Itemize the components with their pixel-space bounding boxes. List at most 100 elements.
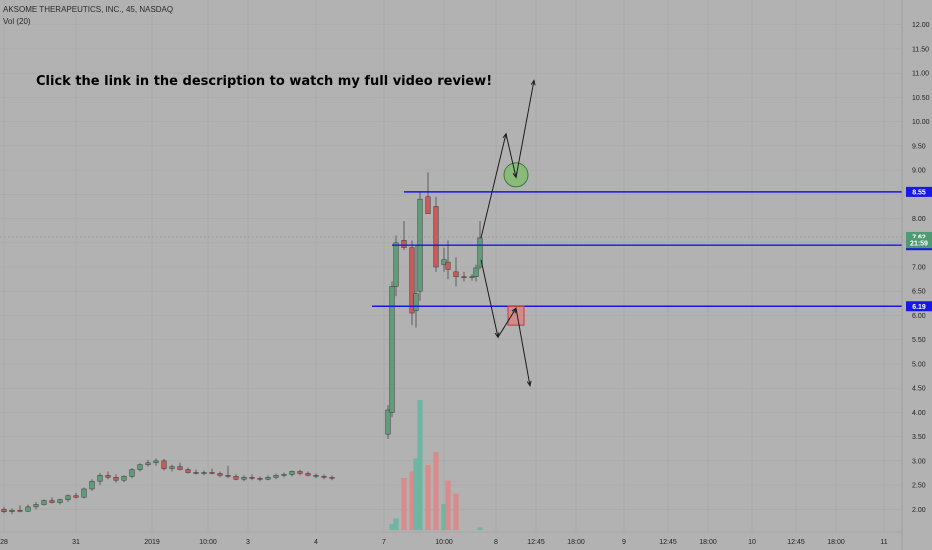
candle-body [425, 196, 431, 214]
candle-body [113, 477, 119, 481]
x-tick-label: 9 [622, 539, 626, 546]
candle-body [385, 409, 391, 435]
x-tick-label: 10:00 [199, 539, 217, 546]
last-price-badge [906, 231, 932, 242]
candle-body [233, 476, 239, 480]
last-price-label: 7.62 [912, 234, 926, 241]
level-price-label: 8.55 [912, 189, 926, 196]
y-tick-label: 5.00 [912, 361, 926, 368]
y-tick-label: 5.50 [912, 337, 926, 344]
candle [217, 471, 223, 478]
y-tick-label: 3.00 [912, 458, 926, 465]
candle-body [257, 478, 263, 480]
price-axis: 12.0011.5011.0010.5010.009.509.008.508.0… [901, 0, 932, 550]
x-tick-label: 3 [246, 539, 250, 546]
x-tick-label: 10 [748, 539, 756, 546]
candle-body [241, 477, 247, 480]
volume-bar [433, 452, 439, 530]
candle [89, 479, 95, 491]
volume-bars [389, 400, 483, 530]
candle-body [169, 466, 175, 469]
candle [241, 475, 247, 482]
candle [97, 472, 103, 486]
candle-body [121, 476, 127, 481]
candle [17, 505, 23, 513]
drawings [480, 79, 536, 387]
projection-arrow [480, 259, 499, 338]
candle [193, 469, 199, 475]
candle-body [17, 510, 23, 512]
candle [297, 469, 303, 476]
y-tick-label: 10.50 [912, 95, 930, 102]
candle-body [321, 476, 327, 478]
volume-bar [413, 458, 419, 530]
volume-bar [453, 493, 459, 530]
y-tick-label: 12.00 [912, 22, 930, 29]
candle-body [41, 500, 47, 505]
candle-body [33, 504, 39, 508]
candle [81, 487, 87, 499]
candle-body [81, 488, 87, 498]
candle-body [469, 276, 475, 278]
x-tick-label: 12:45 [659, 539, 677, 546]
candle-body [9, 510, 15, 512]
x-tick-label: 18:00 [567, 539, 585, 546]
candle-body [209, 472, 215, 474]
level-price-badge [906, 186, 932, 197]
candle [161, 458, 167, 471]
candle [385, 405, 391, 440]
volume-bar [417, 400, 423, 530]
candle [185, 467, 191, 474]
x-tick-label: 2019 [144, 539, 160, 546]
candle-body [145, 462, 151, 465]
candle-body [313, 475, 319, 477]
candle [417, 191, 423, 301]
candle-body [225, 475, 231, 477]
candle [281, 472, 287, 478]
candle-body [413, 293, 419, 311]
x-tick-label: 10:00 [435, 539, 453, 546]
candle-body [329, 477, 335, 479]
candle-body [401, 240, 407, 248]
y-tick-label: 6.00 [912, 313, 926, 320]
x-tick-label: 12:45 [527, 539, 545, 546]
candle-body [185, 469, 191, 473]
candle [49, 497, 55, 504]
candle-body [65, 495, 71, 500]
candle [9, 508, 15, 515]
candle-body [249, 477, 255, 479]
candle [409, 240, 415, 326]
arrow-head [530, 79, 536, 86]
volume-indicator-label[interactable]: Vol (20) [3, 17, 31, 26]
candle [73, 492, 79, 499]
candle-body [73, 495, 79, 498]
candle [389, 281, 395, 418]
x-tick-label: 18:00 [827, 539, 845, 546]
annotation-text[interactable]: Click the link in the description to wat… [36, 74, 493, 89]
y-tick-label: 7.00 [912, 265, 926, 272]
candle-body [217, 473, 223, 476]
horizontal-levels [0, 191, 902, 307]
x-tick-label: 28 [0, 539, 8, 546]
candle-body [153, 460, 159, 464]
y-tick-label: 4.00 [912, 410, 926, 417]
candle [65, 494, 71, 503]
candle [177, 462, 183, 471]
y-tick-label: 2.50 [912, 483, 926, 490]
candle-body [193, 472, 199, 474]
candle [121, 475, 127, 483]
candle-body [49, 500, 55, 503]
candle [145, 459, 151, 467]
candle-body [201, 472, 207, 474]
candle-body [445, 261, 451, 270]
candle [153, 458, 159, 466]
candle-body [177, 466, 183, 470]
last-price-label: 21:59 [910, 241, 928, 248]
candle [113, 474, 119, 483]
candle [289, 470, 295, 477]
projection-arrow [515, 80, 535, 178]
candle-body [393, 242, 399, 287]
volume-bar [389, 524, 395, 530]
volume-bar [409, 471, 415, 530]
